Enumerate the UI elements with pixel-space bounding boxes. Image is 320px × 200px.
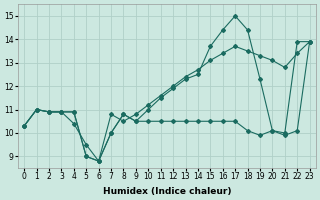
X-axis label: Humidex (Indice chaleur): Humidex (Indice chaleur) xyxy=(103,187,231,196)
